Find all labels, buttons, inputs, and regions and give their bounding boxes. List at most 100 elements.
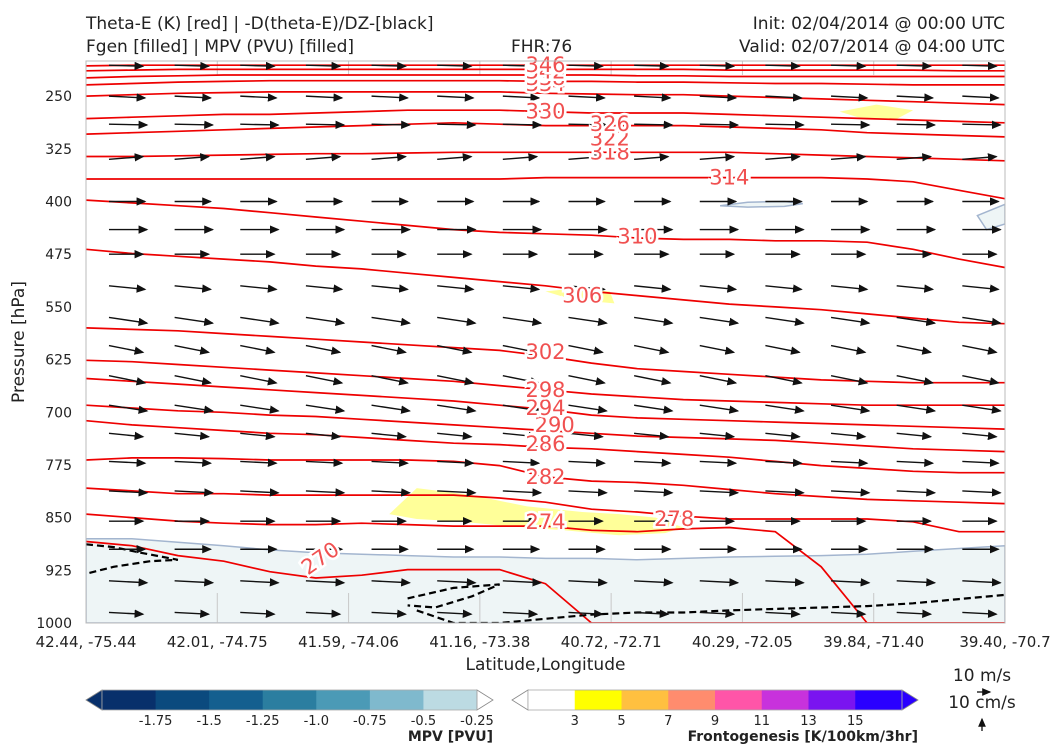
mpv-region-0: [86, 537, 1005, 623]
wind-vector: [765, 344, 801, 355]
wind-vector: [699, 120, 740, 130]
fgen-colorbar-segment: [528, 690, 576, 710]
wind-vector: [240, 609, 276, 618]
mpv-colorbar-tick: -0.75: [353, 714, 387, 729]
wind-vector: [502, 375, 541, 386]
wind-vector: [831, 488, 871, 497]
wind-vector: [765, 284, 803, 293]
wind-vector: [240, 344, 276, 355]
wind-vector: [699, 609, 736, 618]
mpv-colorbar-tick: -0.5: [411, 714, 436, 729]
wind-vector: [174, 93, 213, 102]
wind-vector: [765, 609, 801, 618]
wind-vector: [437, 153, 473, 162]
theta-e-contour-330: [86, 91, 1005, 106]
theta-e-label-286: 286: [525, 432, 565, 456]
wind-vector: [896, 316, 937, 327]
wind-vector: [240, 458, 278, 468]
wind-vector: [765, 458, 803, 468]
wind-vector: [240, 316, 280, 327]
wind-vector: [437, 316, 477, 327]
wind-vector: [634, 316, 674, 327]
mpv-colorbar-segment: [209, 690, 264, 710]
wind-vector: [108, 61, 145, 71]
wind-vector: [240, 61, 276, 71]
wind-vector: [962, 458, 1000, 468]
wind-vector: [896, 375, 935, 386]
x-tick-0: 42.44, -75.44: [36, 633, 137, 651]
wind-vector: [568, 284, 606, 293]
wind-vector: [305, 316, 346, 327]
wind-vector: [305, 153, 342, 162]
wind-vector: [305, 375, 344, 386]
wind-vector: [305, 404, 346, 414]
theta-e-label-342: 342: [525, 60, 565, 84]
fgen-colorbar-segment: [574, 690, 622, 710]
wind-vector: [634, 120, 674, 130]
wind-vector: [371, 316, 411, 327]
wind-vector: [371, 120, 411, 130]
wind-vector: [108, 284, 147, 293]
wind-vector: [896, 93, 935, 102]
fgen-colorbar-title: Frontogenesis [K/100km/3hr]: [688, 729, 918, 745]
wind-vector: [437, 284, 475, 293]
wind-vector: [633, 375, 672, 386]
wind-vector: [568, 375, 606, 386]
wind-vector: [437, 375, 475, 386]
theta-e-label-330: 330: [525, 100, 565, 124]
y-tick-475: 475: [45, 247, 72, 263]
wind-vector: [699, 284, 738, 293]
wind-vector: [765, 93, 803, 102]
x-tick-1: 42.01, -74.75: [167, 633, 268, 651]
wind-vector: [240, 153, 276, 162]
wind-vector: [371, 375, 409, 386]
theta-e-label-302: 302: [525, 340, 565, 364]
wind-vector: [699, 153, 736, 162]
wind-vector: [502, 488, 543, 497]
mpv-colorbar-outline: [101, 689, 478, 711]
wind-vector: [437, 61, 473, 71]
wind-vector: [962, 61, 998, 71]
wind-vector: [962, 375, 1000, 386]
wind-vector: [502, 153, 539, 162]
wind-vector: [962, 578, 1002, 587]
y-tick-325: 325: [45, 142, 72, 158]
wind-vector: [896, 458, 935, 468]
wind-vector: [437, 488, 477, 497]
wind-vector: [108, 458, 147, 468]
wind-vector: [962, 316, 1002, 327]
wind-vector: [962, 344, 998, 355]
wind-vector: [962, 153, 998, 162]
wind-vector: [502, 120, 543, 130]
theta-e-contour-302: [86, 327, 1005, 384]
wind-vector: [502, 609, 539, 618]
mpv-colorbar-tick: -1.5: [196, 714, 221, 729]
mpv-region-2: [976, 203, 1005, 231]
wind-vector: [371, 61, 407, 71]
theta-e-label-334: 334: [525, 72, 565, 96]
wind-vector: [437, 431, 473, 441]
theta-e-contour-274: [86, 513, 1005, 623]
theta-e-contour-282: [86, 457, 1005, 505]
wind-vector: [437, 344, 473, 355]
wind-vector: [174, 120, 215, 130]
fgen-colorbar-tick: 9: [711, 714, 719, 729]
wind-vector: [502, 458, 541, 468]
wind-vector: [437, 404, 477, 414]
theta-e-contour-298: [86, 359, 1005, 407]
theta-e-label-314: 314: [709, 166, 749, 190]
mpv-colorbar-segment: [155, 690, 210, 710]
wind-vector: [108, 344, 145, 355]
wind-vector: [371, 93, 409, 102]
wind-vector: [371, 153, 407, 162]
theta-e-contour-314: [86, 176, 1005, 200]
wind-vector: [633, 344, 670, 355]
mpv-colorbar-tick: -1.75: [139, 714, 173, 729]
wind-vector: [108, 404, 149, 414]
wind-vector: [305, 93, 344, 102]
y-tick-850: 850: [45, 511, 72, 527]
wind-vector: [174, 609, 211, 618]
wind-vector: [174, 375, 212, 386]
mpv-colorbar-title: MPV [PVU]: [408, 729, 493, 745]
wind-vector: [896, 344, 933, 355]
